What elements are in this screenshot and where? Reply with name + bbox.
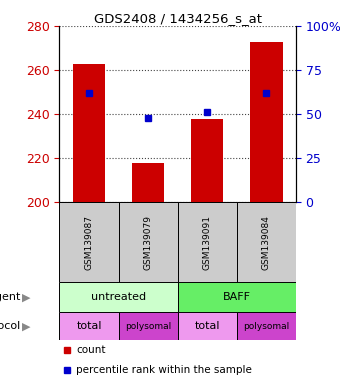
Bar <box>73 64 105 202</box>
Bar <box>177 202 237 282</box>
Bar <box>119 202 177 282</box>
Text: agent: agent <box>0 292 20 302</box>
Text: polysomal: polysomal <box>125 322 171 331</box>
Text: total: total <box>76 321 102 331</box>
Text: protocol: protocol <box>0 321 20 331</box>
Text: ▶: ▶ <box>22 321 31 331</box>
Text: polysomal: polysomal <box>243 322 289 331</box>
Text: GSM139084: GSM139084 <box>262 215 271 270</box>
Bar <box>59 282 177 312</box>
Bar <box>177 312 237 340</box>
Title: GDS2408 / 1434256_s_at: GDS2408 / 1434256_s_at <box>94 12 262 25</box>
Bar <box>132 162 164 202</box>
Bar <box>250 41 283 202</box>
Text: untreated: untreated <box>91 292 146 302</box>
Text: GSM139079: GSM139079 <box>143 215 153 270</box>
Bar <box>177 282 296 312</box>
Text: GSM139087: GSM139087 <box>85 215 94 270</box>
Text: count: count <box>76 345 105 355</box>
Bar <box>59 202 119 282</box>
Bar <box>119 312 177 340</box>
Bar <box>59 312 119 340</box>
Bar <box>237 202 296 282</box>
Text: GSM139091: GSM139091 <box>203 215 212 270</box>
Text: BAFF: BAFF <box>223 292 251 302</box>
Bar <box>237 312 296 340</box>
Text: percentile rank within the sample: percentile rank within the sample <box>76 365 252 375</box>
Text: ▶: ▶ <box>22 292 31 302</box>
Text: total: total <box>194 321 220 331</box>
Bar <box>191 119 223 202</box>
